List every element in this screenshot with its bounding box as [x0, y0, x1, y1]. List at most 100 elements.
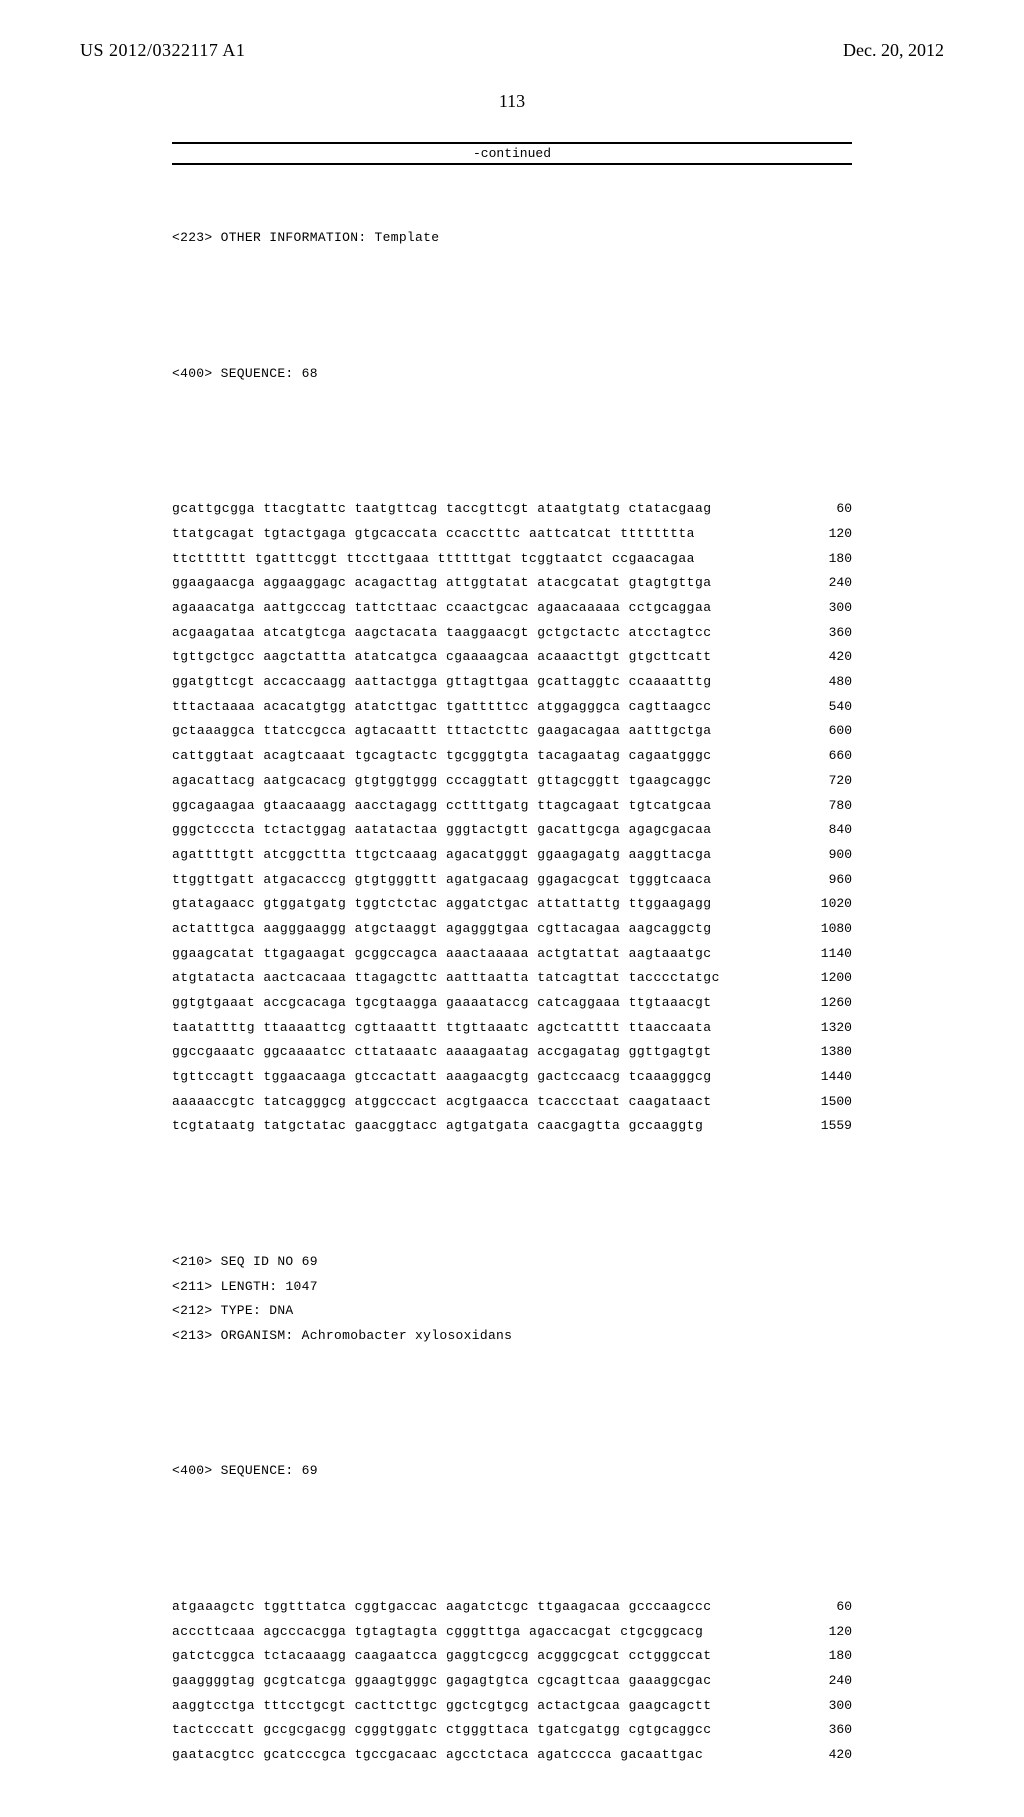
sequence-position: 1440	[782, 1065, 852, 1090]
sequence-position: 300	[782, 596, 852, 621]
sequence-header-69: <400> SEQUENCE: 69	[172, 1459, 852, 1484]
sequence-text: ggaagcatat ttgagaagat gcggccagca aaactaa…	[172, 942, 712, 967]
sequence-text: aaggtcctga tttcctgcgt cacttcttgc ggctcgt…	[172, 1694, 712, 1719]
sequence-text: taatattttg ttaaaattcg cgttaaattt ttgttaa…	[172, 1016, 712, 1041]
sequence-header-68: <400> SEQUENCE: 68	[172, 362, 852, 387]
sequence-line: gaatacgtcc gcatcccgca tgccgacaac agcctct…	[172, 1743, 852, 1768]
sequence-line: taatattttg ttaaaattcg cgttaaattt ttgttaa…	[172, 1016, 852, 1041]
page: US 2012/0322117 A1 Dec. 20, 2012 113 -co…	[0, 0, 1024, 1320]
sequence-line: ttctttttt tgatttcggt ttccttgaaa ttttttga…	[172, 547, 852, 572]
sequence-text: gaaggggtag gcgtcatcga ggaagtgggc gagagtg…	[172, 1669, 712, 1694]
sequence-block-69: <210> SEQ ID NO 69<211> LENGTH: 1047<212…	[172, 1201, 852, 1817]
sequence-text: aaaaaccgtc tatcagggcg atggcccact acgtgaa…	[172, 1090, 712, 1115]
sequence-text: ggatgttcgt accaccaagg aattactgga gttagtt…	[172, 670, 712, 695]
sequence-position: 1380	[782, 1040, 852, 1065]
sequence-line: tcgtataatg tatgctatac gaacggtacc agtgatg…	[172, 1114, 852, 1139]
sequence-line: ggaagaacga aggaaggagc acagacttag attggta…	[172, 571, 852, 596]
sequence-line: atgaaagctc tggtttatca cggtgaccac aagatct…	[172, 1595, 852, 1620]
sequence-text: agacattacg aatgcacacg gtgtggtggg cccaggt…	[172, 769, 712, 794]
sequence-line: tttactaaaa acacatgtgg atatcttgac tgatttt…	[172, 695, 852, 720]
sequence-position: 420	[782, 645, 852, 670]
sequence-line: tactcccatt gccgcgacgg cgggtggatc ctgggtt…	[172, 1718, 852, 1743]
sequence-text: acgaagataa atcatgtcga aagctacata taaggaa…	[172, 621, 712, 646]
sequence-text: tgttgctgcc aagctattta atatcatgca cgaaaag…	[172, 645, 712, 670]
page-number: 113	[80, 91, 944, 112]
sequence-text: actatttgca aagggaaggg atgctaaggt agagggt…	[172, 917, 712, 942]
sequence-position: 120	[782, 522, 852, 547]
sequence-text: ggccgaaatc ggcaaaatcc cttataaatc aaaagaa…	[172, 1040, 712, 1065]
sequence-position: 1559	[782, 1114, 852, 1139]
sequence-position: 1140	[782, 942, 852, 967]
sequence-line: ggtgtgaaat accgcacaga tgcgtaagga gaaaata…	[172, 991, 852, 1016]
sequence-position: 900	[782, 843, 852, 868]
sequence-position: 600	[782, 719, 852, 744]
sequence-line: ggcagaagaa gtaacaaagg aacctagagg ccttttg…	[172, 794, 852, 819]
other-information: <223> OTHER INFORMATION: Template	[172, 226, 852, 251]
sequence-line: ggccgaaatc ggcaaaatcc cttataaatc aaaagaa…	[172, 1040, 852, 1065]
sequence-text: tttactaaaa acacatgtgg atatcttgac tgatttt…	[172, 695, 712, 720]
sequence-text: gctaaaggca ttatccgcca agtacaattt tttactc…	[172, 719, 712, 744]
sequence-text: ttatgcagat tgtactgaga gtgcaccata ccacctt…	[172, 522, 695, 547]
sequence-position: 960	[782, 868, 852, 893]
sequence-position: 360	[782, 621, 852, 646]
sequence-line: aaggtcctga tttcctgcgt cacttcttgc ggctcgt…	[172, 1694, 852, 1719]
sequence-position: 1080	[782, 917, 852, 942]
sequence-position: 240	[782, 1669, 852, 1694]
sequence-meta-line: <213> ORGANISM: Achromobacter xylosoxida…	[172, 1324, 852, 1349]
sequence-text: cattggtaat acagtcaaat tgcagtactc tgcgggt…	[172, 744, 712, 769]
sequence-text: tactcccatt gccgcgacgg cgggtggatc ctgggtt…	[172, 1718, 712, 1743]
sequence-position: 1260	[782, 991, 852, 1016]
sequence-position: 180	[782, 1644, 852, 1669]
continued-label: -continued	[172, 142, 852, 165]
sequence-text: ggtgtgaaat accgcacaga tgcgtaagga gaaaata…	[172, 991, 712, 1016]
sequence-line: agattttgtt atcggcttta ttgctcaaag agacatg…	[172, 843, 852, 868]
sequence-line: gcattgcgga ttacgtattc taatgttcag taccgtt…	[172, 497, 852, 522]
sequence-line: gtatagaacc gtggatgatg tggtctctac aggatct…	[172, 892, 852, 917]
sequence-position: 60	[782, 497, 852, 522]
sequence-text: acccttcaaa agcccacgga tgtagtagta cgggttt…	[172, 1620, 703, 1645]
sequence-meta-line: <212> TYPE: DNA	[172, 1299, 852, 1324]
sequence-position: 540	[782, 695, 852, 720]
sequence-position: 300	[782, 1694, 852, 1719]
sequence-line: atgtatacta aactcacaaa ttagagcttc aatttaa…	[172, 966, 852, 991]
sequence-block-68: <223> OTHER INFORMATION: Template <400> …	[172, 177, 852, 1189]
sequence-text: agaaacatga aattgcccag tattcttaac ccaactg…	[172, 596, 712, 621]
sequence-line: actatttgca aagggaaggg atgctaaggt agagggt…	[172, 917, 852, 942]
sequence-text: gaatacgtcc gcatcccgca tgccgacaac agcctct…	[172, 1743, 703, 1768]
sequence-text: gcattgcgga ttacgtattc taatgttcag taccgtt…	[172, 497, 712, 522]
sequence-line: ttatgcagat tgtactgaga gtgcaccata ccacctt…	[172, 522, 852, 547]
sequence-text: agattttgtt atcggcttta ttgctcaaag agacatg…	[172, 843, 712, 868]
sequence-text: tcgtataatg tatgctatac gaacggtacc agtgatg…	[172, 1114, 703, 1139]
sequence-line: aaaaaccgtc tatcagggcg atggcccact acgtgaa…	[172, 1090, 852, 1115]
page-header: US 2012/0322117 A1 Dec. 20, 2012	[80, 40, 944, 61]
sequence-line: cattggtaat acagtcaaat tgcagtactc tgcgggt…	[172, 744, 852, 769]
sequence-line: gggctcccta tctactggag aatatactaa gggtact…	[172, 818, 852, 843]
sequence-line: agacattacg aatgcacacg gtgtggtggg cccaggt…	[172, 769, 852, 794]
sequence-position: 1320	[782, 1016, 852, 1041]
sequence-line: gaaggggtag gcgtcatcga ggaagtgggc gagagtg…	[172, 1669, 852, 1694]
sequence-line: ttggttgatt atgacacccg gtgtgggttt agatgac…	[172, 868, 852, 893]
sequence-position: 420	[782, 1743, 852, 1768]
sequence-position: 660	[782, 744, 852, 769]
sequence-position: 180	[782, 547, 852, 572]
sequence-position: 720	[782, 769, 852, 794]
publication-number: US 2012/0322117 A1	[80, 40, 245, 61]
sequence-line: gatctcggca tctacaaagg caagaatcca gaggtcg…	[172, 1644, 852, 1669]
sequence-line: tgttgctgcc aagctattta atatcatgca cgaaaag…	[172, 645, 852, 670]
sequence-position: 240	[782, 571, 852, 596]
sequence-line: ggatgttcgt accaccaagg aattactgga gttagtt…	[172, 670, 852, 695]
sequence-text: gatctcggca tctacaaagg caagaatcca gaggtcg…	[172, 1644, 712, 1669]
sequence-line: acgaagataa atcatgtcga aagctacata taaggaa…	[172, 621, 852, 646]
sequence-position: 60	[782, 1595, 852, 1620]
sequence-position: 1200	[782, 966, 852, 991]
sequence-position: 780	[782, 794, 852, 819]
sequence-text: ggaagaacga aggaaggagc acagacttag attggta…	[172, 571, 712, 596]
sequence-position: 1500	[782, 1090, 852, 1115]
sequence-position: 840	[782, 818, 852, 843]
sequence-text: ttggttgatt atgacacccg gtgtgggttt agatgac…	[172, 868, 712, 893]
sequence-text: gggctcccta tctactggag aatatactaa gggtact…	[172, 818, 712, 843]
sequence-line: tgttccagtt tggaacaaga gtccactatt aaagaac…	[172, 1065, 852, 1090]
sequence-position: 480	[782, 670, 852, 695]
sequence-meta-line: <210> SEQ ID NO 69	[172, 1250, 852, 1275]
sequence-text: tgttccagtt tggaacaaga gtccactatt aaagaac…	[172, 1065, 712, 1090]
